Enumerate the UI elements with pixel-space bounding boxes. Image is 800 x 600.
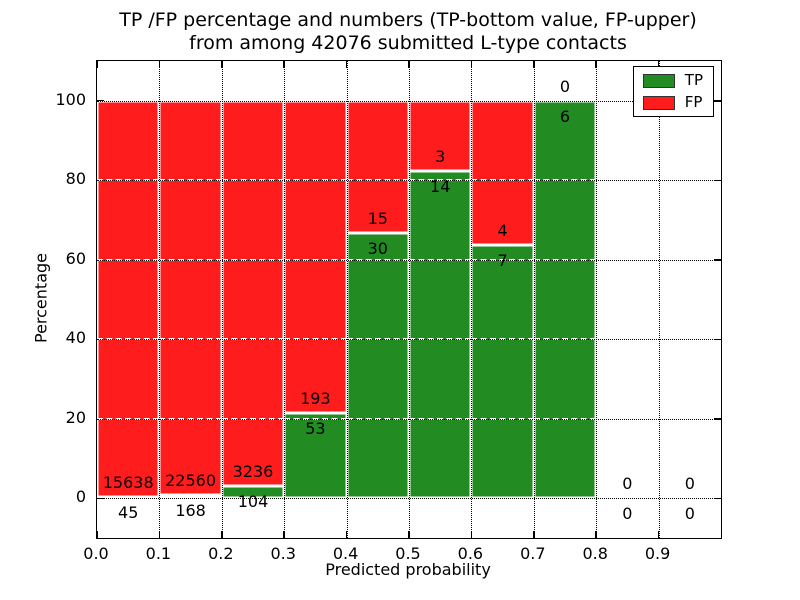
fp-count-label: 193	[300, 388, 331, 408]
bar-fp	[221, 100, 285, 486]
bar-fp	[97, 100, 160, 498]
x-tick-label: 0.6	[457, 544, 484, 563]
legend-item-fp: FP	[642, 93, 703, 111]
bar-fp	[471, 100, 534, 246]
y-tick-label: 80	[65, 169, 86, 189]
fp-count-label: 0	[684, 474, 695, 494]
fp-count-label: 15638	[102, 473, 154, 493]
bar-tp	[284, 412, 347, 499]
tp-count-label: 45	[118, 503, 139, 522]
bar-fp	[409, 100, 472, 171]
vertical-gridline	[596, 61, 598, 538]
vertical-gridline	[409, 61, 410, 538]
fp-count-label: 15	[367, 209, 388, 229]
y-tick-label: 40	[65, 328, 86, 348]
horizontal-gridline	[97, 339, 721, 341]
tp-count-label: 0	[622, 504, 633, 524]
bar-tp	[471, 245, 534, 499]
bar-fp	[159, 100, 222, 496]
x-tick-label: 0.4	[332, 544, 359, 563]
horizontal-gridline	[97, 100, 721, 102]
x-tick-mark	[96, 61, 98, 68]
tp-count-label: 168	[175, 501, 206, 521]
x-tick-mark	[96, 531, 98, 538]
bar-tp	[159, 495, 222, 499]
tp-count-label: 0	[684, 504, 695, 524]
tp-count-label: 6	[559, 106, 571, 126]
vertical-gridline	[471, 61, 473, 538]
horizontal-gridline	[97, 498, 721, 500]
legend-label-fp: FP	[684, 93, 703, 111]
chart-title: TP /FP percentage and numbers (TP-bottom…	[96, 9, 720, 55]
fp-count-label: 3	[435, 146, 446, 166]
tp-count-label: 53	[305, 418, 326, 438]
x-tick-label: 0.7	[520, 544, 546, 563]
y-tick-label: 0	[75, 487, 86, 507]
x-tick-label: 0.3	[270, 544, 296, 563]
x-tick-label: 0.5	[395, 544, 421, 563]
vertical-gridline	[533, 61, 535, 538]
horizontal-gridline	[97, 418, 721, 420]
fp-count-label: 22560	[165, 471, 217, 491]
x-axis-label: Predicted probability	[325, 560, 491, 579]
y-tick-label: 100	[55, 89, 86, 109]
tp-color-swatch	[642, 73, 675, 88]
fp-count-label: 0	[622, 474, 633, 494]
vertical-gridline	[658, 61, 660, 538]
horizontal-gridline	[97, 180, 721, 182]
fp-count-label: 0	[559, 76, 571, 96]
bar-tp	[409, 170, 472, 499]
bar-tp	[533, 100, 597, 499]
x-tick-label: 0.2	[208, 544, 234, 563]
fp-color-swatch	[642, 95, 675, 110]
bar-tp	[97, 497, 160, 499]
y-tick-label: 60	[65, 248, 86, 268]
vertical-gridline	[284, 61, 286, 538]
vertical-gridline	[159, 61, 161, 538]
bar-tp	[221, 485, 285, 499]
fp-count-label: 3236	[232, 461, 274, 481]
bar-fp	[346, 100, 409, 234]
x-tick-label: 0.0	[83, 544, 109, 563]
bar-fp	[284, 100, 347, 413]
tp-count-label: 30	[367, 239, 388, 259]
legend: TP FP	[632, 66, 714, 117]
tp-count-label: 7	[497, 251, 508, 271]
bar-tp	[346, 233, 409, 499]
vertical-gridline	[221, 61, 223, 538]
legend-item-tp: TP	[642, 71, 703, 89]
chart-title-line-1: TP /FP percentage and numbers (TP-bottom…	[119, 9, 697, 31]
tp-count-label: 104	[237, 491, 269, 511]
x-tick-label: 0.9	[644, 544, 671, 563]
tp-count-label: 14	[430, 176, 451, 196]
horizontal-gridline	[97, 259, 721, 261]
legend-label-tp: TP	[684, 71, 703, 89]
plot-area: TP FP 15638 45 22560 168 3236 104 193 53 15 30 3 14…	[96, 60, 722, 539]
x-tick-label: 0.8	[582, 544, 608, 563]
vertical-gridline	[346, 61, 348, 538]
y-tick-label: 20	[65, 407, 86, 427]
chart-title-line-2: from among 42076 submitted L-type contac…	[189, 32, 627, 54]
fp-count-label: 4	[497, 221, 508, 241]
x-tick-label: 0.1	[145, 544, 172, 563]
